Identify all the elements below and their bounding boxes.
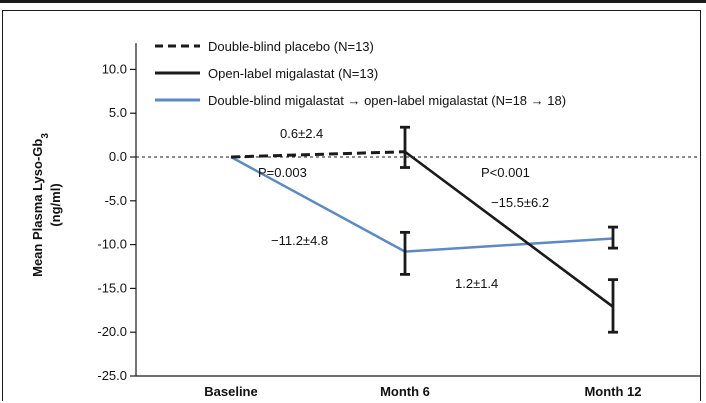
x-category-label: Month 6 — [380, 384, 430, 399]
y-tick-label: -5.0 — [105, 193, 127, 208]
y-tick-label: 0.0 — [109, 149, 127, 164]
y-tick-label: 5.0 — [109, 105, 127, 120]
annotation-migalastat-change: −11.2±4.8 — [271, 233, 328, 248]
y-tick-label: 10.0 — [102, 61, 127, 76]
axes-layer: 10.0 5.0 0.0 -5.0 -10.0 -15.0 -20.0 -25.0 Baseli… — [97, 43, 700, 399]
y-axis-label: Mean Plasma Lyso-Gb3 — [30, 133, 51, 277]
legend-label-open-label: Open-label migalastat (N=13) — [208, 66, 378, 81]
x-category-label: Month 12 — [584, 384, 641, 399]
y-axis-unit-label: (ng/ml) — [48, 183, 63, 226]
y-tick-label: -25.0 — [97, 368, 127, 383]
y-tick-label: -15.0 — [97, 280, 127, 295]
annotation-migalastat-month12-change: 1.2±1.4 — [455, 276, 498, 291]
series-layer — [230, 125, 618, 334]
series-line-1 — [404, 150, 614, 308]
x-category-label: Baseline — [204, 384, 257, 399]
series-line-0 — [230, 150, 406, 159]
annotation-p-value-month6: P=0.003 — [258, 165, 307, 180]
legend: Double-blind placebo (N=13) Open-label m… — [155, 39, 566, 108]
figure-frame — [2, 10, 701, 401]
y-tick-label: -10.0 — [97, 237, 127, 252]
top-rule — [0, 0, 706, 3]
y-tick-label: -20.0 — [97, 324, 127, 339]
annotation-placebo-change: 0.6±2.4 — [280, 126, 323, 141]
annotation-open-label-change: −15.5±6.2 — [491, 195, 549, 210]
legend-label-placebo: Double-blind placebo (N=13) — [208, 39, 374, 54]
annotation-p-value-month12: P<0.001 — [481, 165, 530, 180]
legend-label-migalastat: Double-blind migalastat → open-label mig… — [208, 93, 566, 108]
